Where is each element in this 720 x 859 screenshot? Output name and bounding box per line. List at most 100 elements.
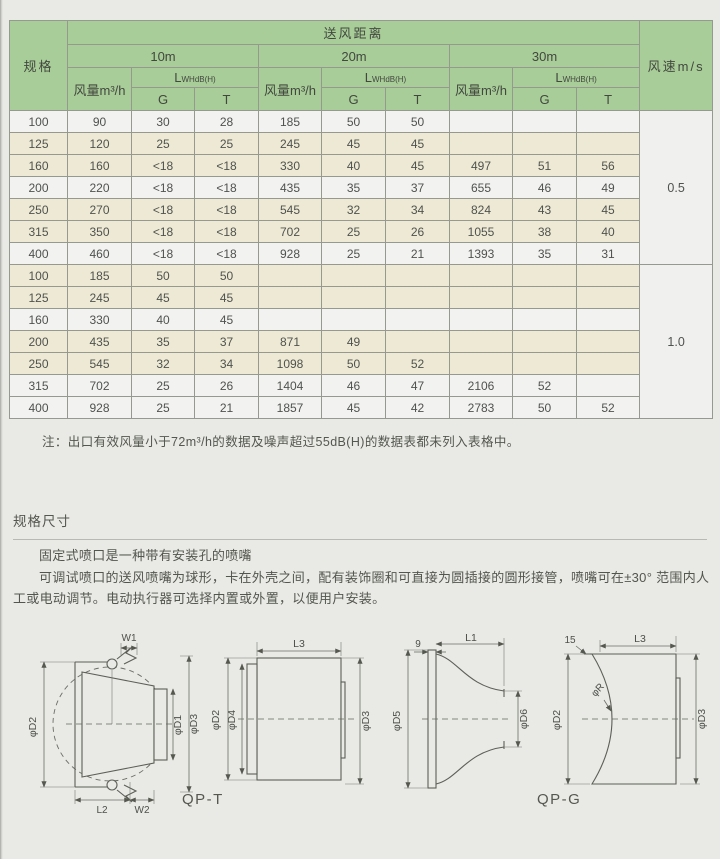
data-cell: 35 — [512, 242, 577, 265]
data-cell — [575, 132, 641, 155]
spec-cell: 200 — [9, 176, 68, 199]
noise-symbol: L — [174, 70, 182, 85]
dim-label-d2: φD2 — [551, 710, 563, 730]
g-header: G — [512, 87, 577, 111]
data-cell: 49 — [575, 176, 641, 199]
data-cell: 1404 — [258, 374, 322, 397]
data-cell: <18 — [131, 242, 195, 265]
data-cell — [385, 286, 450, 309]
data-cell — [449, 132, 513, 155]
caption-qpg: QP-G — [537, 791, 582, 808]
data-cell: 245 — [67, 286, 132, 309]
dim-label-l1: L1 — [465, 632, 477, 644]
data-cell — [449, 352, 513, 375]
dim-label-15: 15 — [564, 635, 576, 646]
data-cell: 245 — [258, 132, 322, 155]
data-cell: <18 — [131, 176, 195, 199]
section-title-dimensions: 规格尺寸 — [13, 510, 707, 540]
data-cell: 21 — [194, 396, 259, 419]
g-header: G — [131, 87, 195, 111]
data-cell: 50 — [131, 264, 195, 287]
data-cell: 21 — [385, 242, 450, 265]
table-row: 200 435 35 37 871 49 — [9, 330, 713, 353]
data-cell: 37 — [194, 330, 259, 353]
data-cell: 350 — [67, 220, 132, 243]
data-cell: 26 — [194, 374, 259, 397]
data-cell — [512, 132, 577, 155]
data-cell: 52 — [575, 396, 641, 419]
caption-qpt: QP-T — [182, 791, 224, 808]
nozzle-barrel — [81, 671, 155, 778]
table-row: 100 185 50 50 1.0 — [9, 264, 714, 419]
data-cell — [449, 308, 513, 331]
dim-label-l2: L2 — [96, 805, 108, 816]
data-cell: <18 — [194, 242, 259, 265]
data-cell — [512, 352, 577, 375]
data-cell: 270 — [67, 198, 132, 221]
drawing-qpg-side-view: 15 L3 φD2 φR φD3 — [551, 633, 708, 785]
airflow-header-30m: 风量m³/h — [449, 67, 513, 111]
right-mounting-ring — [675, 677, 681, 759]
noise-subscript: WHdB(H) — [181, 75, 216, 84]
data-cell — [512, 110, 577, 133]
table-row: 125 120 25 25 245 45 45 — [9, 132, 713, 155]
data-cell — [575, 330, 641, 353]
distance-20m-header: 20m — [258, 44, 450, 68]
data-cell: 330 — [258, 154, 322, 177]
data-cell — [321, 308, 386, 331]
dim-label-d2: φD2 — [27, 717, 39, 737]
data-cell: 52 — [385, 352, 450, 375]
spec-cell: 100 — [9, 110, 68, 133]
data-cell: <18 — [131, 198, 195, 221]
data-cell — [512, 286, 577, 309]
data-cell: 30 — [131, 110, 195, 133]
dim-label-d3: φD3 — [188, 714, 200, 734]
drawing-qpt-section-view: W1 φD2 φD1 φD3 L2 W2 — [27, 633, 200, 816]
data-cell: 160 — [67, 154, 132, 177]
data-cell — [575, 286, 641, 309]
table-row: 200 220 <18 <18 435 35 37 655 46 49 — [9, 176, 713, 199]
dim-label-d5: φD5 — [391, 711, 403, 731]
dim-label-d1: φD1 — [172, 715, 184, 735]
dim-label-w2: W2 — [135, 805, 150, 816]
data-cell: <18 — [194, 220, 259, 243]
data-cell: <18 — [194, 176, 259, 199]
data-cell: 45 — [385, 154, 450, 177]
top-clamp-hook — [116, 646, 138, 665]
data-cell: 185 — [67, 264, 132, 287]
noise-header-30m: LWHdB(H) — [511, 67, 641, 88]
spec-cell: 160 — [9, 308, 68, 331]
airflow-spec-table: 规格 送风距离 风速m/s 10m 20m 30m 风量m³/h LWHdB(H… — [9, 20, 714, 419]
table-row: 160 330 40 45 — [9, 308, 713, 331]
data-cell: 545 — [67, 352, 132, 375]
data-cell: 28 — [194, 110, 259, 133]
data-cell: 46 — [512, 176, 577, 199]
table-row: 100 90 30 28 185 50 50 0.5 — [9, 110, 714, 265]
data-cell: <18 — [194, 154, 259, 177]
t-header: T — [385, 87, 450, 111]
distance-header: 送风距离 — [66, 20, 641, 45]
noise-header-10m: LWHdB(H) — [131, 67, 259, 88]
data-cell: 655 — [449, 176, 513, 199]
table-note: 注：出口有效风量小于72m³/h的数据及噪声超过55dB(H)的数据表都未列入表… — [42, 435, 520, 449]
data-cell: 32 — [321, 198, 386, 221]
data-cell — [512, 264, 577, 287]
spec-cell: 315 — [9, 374, 68, 397]
dim-label-d4: φD4 — [226, 710, 238, 730]
dim-label-d3: φD3 — [696, 709, 708, 729]
spec-cell: 125 — [9, 132, 68, 155]
drawing-qpt-side-view: L3 φD2 φD4 φD3 — [210, 638, 372, 785]
data-cell: 25 — [194, 132, 259, 155]
data-cell — [512, 308, 577, 331]
data-cell: 31 — [575, 242, 641, 265]
data-cell — [575, 264, 641, 287]
spec-cell: 250 — [9, 352, 68, 375]
spec-cell: 250 — [9, 198, 68, 221]
scan-left-edge — [0, 0, 3, 859]
top-clamp-ball — [106, 658, 118, 670]
data-cell: 45 — [321, 132, 386, 155]
nozzle-collar — [153, 688, 168, 761]
spec-cell: 125 — [9, 286, 68, 309]
data-cell: 25 — [131, 396, 195, 419]
